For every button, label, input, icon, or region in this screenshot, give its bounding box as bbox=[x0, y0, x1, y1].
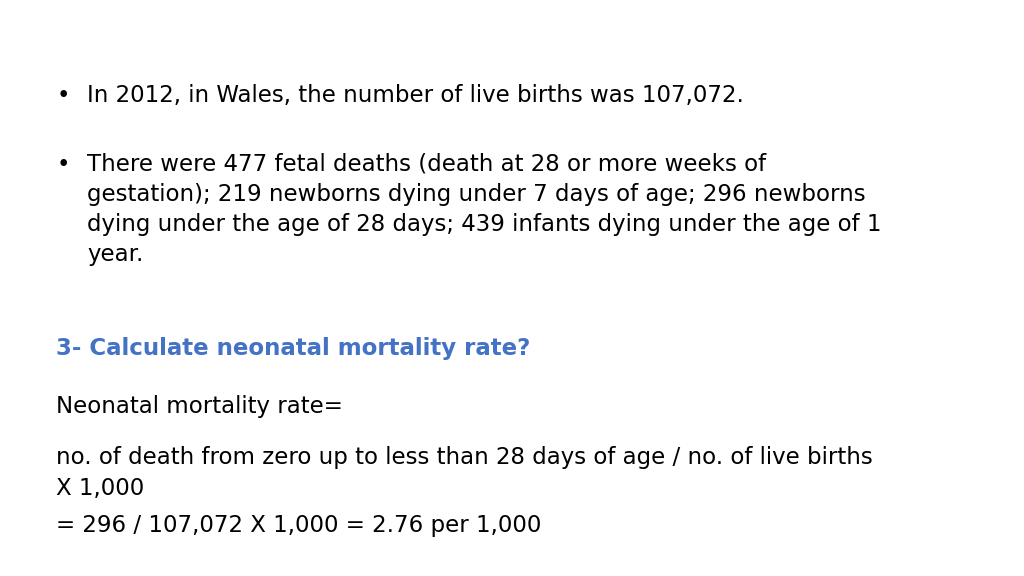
Text: 3- Calculate neonatal mortality rate?: 3- Calculate neonatal mortality rate? bbox=[56, 337, 530, 360]
Text: = 296 / 107,072 X 1,000 = 2.76 per 1,000: = 296 / 107,072 X 1,000 = 2.76 per 1,000 bbox=[56, 514, 542, 537]
Text: no. of death from zero up to less than 28 days of age / no. of live births
X 1,0: no. of death from zero up to less than 2… bbox=[56, 446, 873, 499]
Text: There were 477 fetal deaths (death at 28 or more weeks of
gestation); 219 newbor: There were 477 fetal deaths (death at 28… bbox=[87, 153, 882, 266]
Text: •: • bbox=[56, 153, 70, 176]
Text: Neonatal mortality rate=: Neonatal mortality rate= bbox=[56, 395, 343, 418]
Text: •: • bbox=[56, 84, 70, 107]
Text: In 2012, in Wales, the number of live births was 107,072.: In 2012, in Wales, the number of live bi… bbox=[87, 84, 743, 107]
